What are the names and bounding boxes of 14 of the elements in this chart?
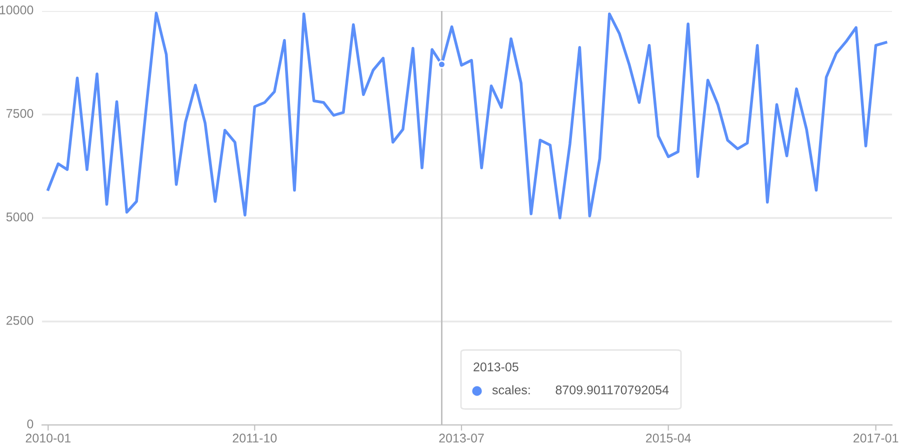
- y-tick-label: 2500: [6, 316, 34, 325]
- annotation: 8709.901170792054: [556, 386, 669, 394]
- y-tick-label: 10000: [0, 6, 34, 14]
- x-tick-label: 2013-07: [439, 434, 484, 443]
- legend-label: scales:: [492, 385, 530, 394]
- x-tick-label: 2015-04: [646, 434, 691, 443]
- x-tick-label: 2017-01: [854, 434, 898, 443]
- line-series: [46, 12, 888, 220]
- x-tick-label: 2010-01: [26, 434, 70, 443]
- y-tick-label: 7500: [6, 109, 34, 118]
- annotation: 2013-05: [474, 362, 518, 372]
- x-tick-label: 2011-10: [232, 434, 277, 443]
- y-tick-label: 0: [27, 420, 34, 428]
- y-tick-label: 5000: [6, 212, 34, 222]
